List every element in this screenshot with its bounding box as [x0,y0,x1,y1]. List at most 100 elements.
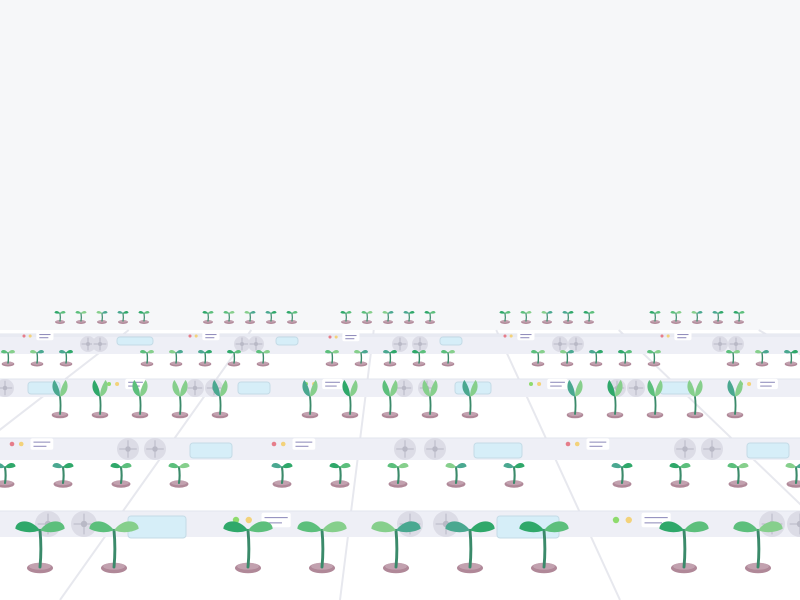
sprout-leaf [583,311,589,314]
water-panel-icon [473,442,523,459]
shelf-row [0,437,800,488]
fan-icon [234,336,250,352]
indicator-dot [245,516,252,524]
indicator-dot [660,334,664,338]
sprout-icon [354,350,368,367]
fan-icon [248,336,264,352]
sprout-icon [519,521,569,574]
sprout-leaf [256,350,263,354]
sprout-icon [131,380,149,419]
sprout-leaf [114,521,139,533]
sprout-leaf [123,311,129,314]
sprout-icon [371,521,421,574]
label-tag-bg [674,331,692,341]
sprout-leaf [198,350,205,354]
sprout-icon [403,311,415,324]
sprout-leaf [297,521,322,533]
sprout-leaf [445,463,456,469]
indicator-dot [188,334,192,338]
sprout-pot [531,361,545,367]
sprout-pot [412,361,426,367]
sprout-leaf [263,350,270,354]
fan-icon [395,379,413,397]
sprout-leaf [695,380,703,397]
sprout-stem [620,466,624,485]
sprout-leaf [654,350,661,354]
sprout-stem [99,395,102,415]
sprout-stem [177,466,181,485]
fan-icon [552,336,568,352]
sprout-icon [606,380,624,419]
sprout-pot [76,320,86,324]
sprout-leaf [60,311,66,314]
sprout-leaf [302,380,310,397]
sprout-leaf [100,380,108,397]
sprout-pot [606,411,624,419]
sprout-leaf [712,311,718,314]
sprout-leaf [544,521,569,533]
sprout-pot [171,411,189,419]
sprout-leaf [419,350,426,354]
sprout-icon [560,350,574,367]
sprout-pot [566,411,584,419]
label-tag-bg [342,332,360,342]
sprout-icon [726,350,740,367]
sprout-icon [670,311,682,324]
sprout-leaf [92,380,100,397]
label-tag-bg [586,438,610,450]
sprout-icon [117,311,129,324]
sprout-leaf [59,350,66,354]
sprout-stem [389,395,392,415]
sprout-icon [223,311,235,324]
sprout-pot [325,361,339,367]
sprout-stem [468,528,473,569]
sprout-leaf [589,350,596,354]
fan-icon [0,379,14,397]
sprout-icon [649,311,661,324]
sprout-leaf [340,463,351,469]
sprout-icon [646,380,664,419]
sprout-leaf [445,521,470,533]
sprout-leaf [691,311,697,314]
fan-icon [568,336,584,352]
sprout-icon [669,463,691,488]
sprout-leaf [596,350,603,354]
sprout-leaf [733,521,758,533]
sprout-icon [424,311,436,324]
sprout-leaf [448,350,455,354]
floor-line [339,329,375,600]
sprout-leaf [655,311,661,314]
sprout-stem [794,466,798,485]
sprout-icon [499,311,511,324]
sprout-pot [441,361,455,367]
sprout-icon [0,463,16,488]
sprout-leaf [367,311,373,314]
sprout-leaf [560,350,567,354]
indicator-dot [503,334,507,338]
sprout-leaf [66,350,73,354]
sprout-leaf [669,463,680,469]
sprout-leaf [462,380,470,397]
indicator-light-icon [503,334,513,338]
sprout-stem [59,395,62,415]
sprout-icon [611,463,633,488]
sprout-stem [349,395,352,415]
sprout-icon [227,350,241,367]
sprout-icon [647,350,661,367]
sprout-leaf [169,350,176,354]
sprout-pot [341,320,351,324]
indicator-dot [271,441,277,447]
sprout-pot [542,320,552,324]
sprout-leaf [503,463,514,469]
sprout-leaf [265,311,271,314]
indicator-dot [28,334,32,338]
sprout-icon [445,463,467,488]
sprout-leaf [346,311,352,314]
indicator-dot [537,381,542,387]
sprout-pot [131,411,149,419]
sprout-leaf [89,521,114,533]
sprout-leaf [172,380,180,397]
sprout-pot [383,361,397,367]
sprout-leaf [625,350,632,354]
sprout-icon [726,380,744,419]
